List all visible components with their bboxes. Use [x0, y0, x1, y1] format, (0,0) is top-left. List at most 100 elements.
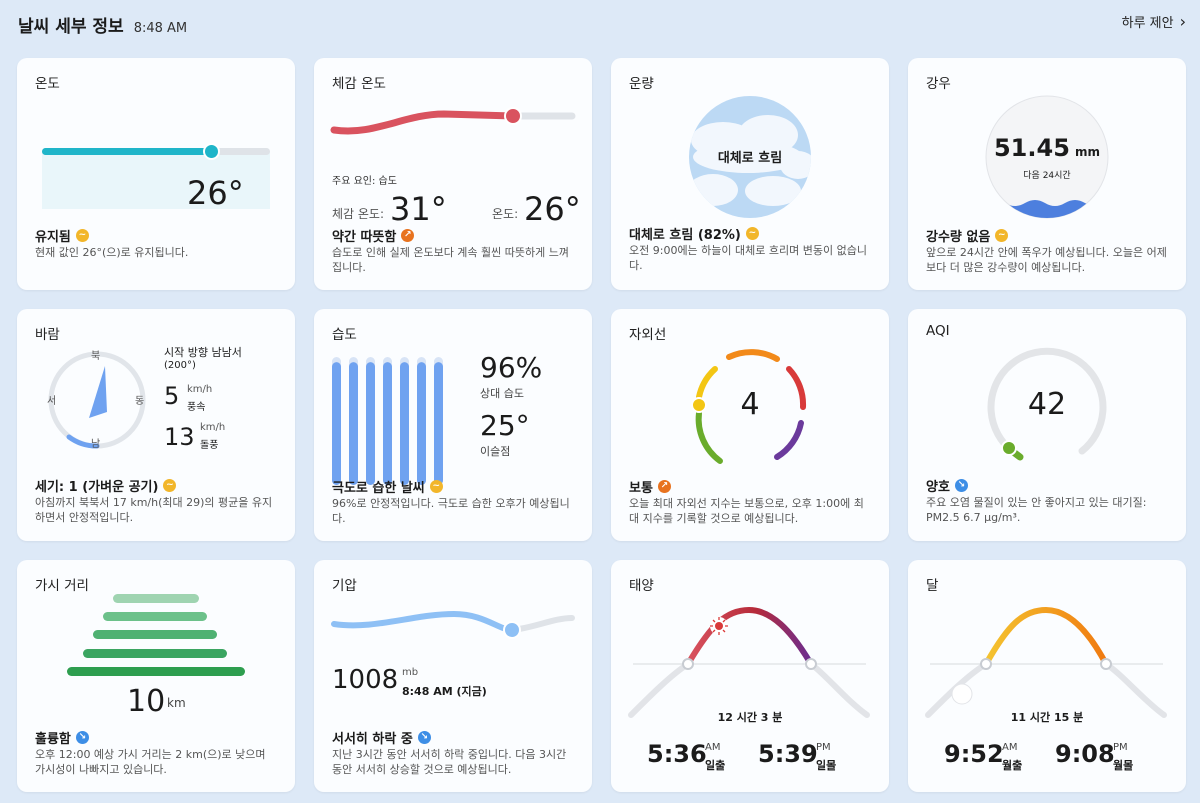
aqi-card[interactable]: AQI 42 양호 ↘ 주요 오염 물질이 있는 안 좋아지고 있는 대기질: … [908, 309, 1186, 541]
sun-title: 태양 [629, 578, 654, 594]
compass-south: 남 [91, 439, 101, 450]
moonset-ampm: PM [1113, 742, 1128, 753]
moonrise-label: 월출 [1002, 759, 1023, 772]
trend-up-icon: ↗ [401, 229, 415, 242]
pressure-status: 서서히 하락 중 ↘ [332, 728, 431, 747]
wind-desc: 아침까지 북북서 17 km/h(최대 29)의 평균을 유지하면서 안정적입니… [35, 496, 273, 524]
rain-title: 강우 [926, 76, 951, 92]
wind-gust: 13 [164, 423, 195, 451]
header: 날씨 세부 정보 8:48 AM [18, 12, 187, 37]
rain-status-label: 강수량 없음 [926, 230, 991, 245]
wind-status: 세기: 1 (가벼운 공기) ~ [35, 476, 177, 495]
cloud-status-label: 대체로 흐림 (82%) [629, 228, 741, 243]
pressure-desc: 지난 3시간 동안 서서히 하락 중입니다. 다음 3시간 동안 서서히 상승할… [332, 748, 567, 776]
uv-status-label: 보통 [629, 481, 653, 496]
sun-card[interactable]: 태양 12 시간 3 분 5:36 AM 일출 5:39 PM 일몰 [611, 560, 889, 792]
daily-suggestion-label: 하루 제안 [1121, 16, 1174, 31]
trend-steady-icon: ~ [745, 227, 759, 240]
uv-value: 4 [740, 387, 760, 422]
trend-steady-icon: ~ [163, 479, 177, 492]
daily-suggestion-link[interactable]: 하루 제안 › [1121, 12, 1186, 32]
sunrise-ampm: AM [705, 742, 721, 753]
wind-gust-unit: km/h [200, 422, 226, 433]
humidity-bar-fill [417, 362, 426, 485]
page-title: 날씨 세부 정보 [18, 17, 124, 37]
rain-card[interactable]: 강우 51.45 mm 다음 24시간 강수량 없음 ~ 앞으로 24시간 안에… [908, 58, 1186, 290]
moonset-time: 9:08 [1055, 740, 1115, 768]
feels-like-label: 체감 온도: [332, 207, 385, 221]
pressure-status-label: 서서히 하락 중 [332, 732, 413, 747]
rain-period: 다음 24시간 [1023, 171, 1071, 181]
cloud-circle-label: 대체로 흐림 [717, 151, 783, 166]
moonrise-ampm: AM [1002, 742, 1018, 753]
feels-like-title: 체감 온도 [332, 76, 386, 92]
pressure-value: 1008 [332, 665, 399, 695]
visibility-card[interactable]: 가시 거리 10 km 훌륭함 ↘ 오후 12:00 예상 가시 거리는 2 k… [17, 560, 295, 792]
feels-like-desc: 습도로 인해 실제 온도보다 계속 훨씬 따뜻하게 느껴집니다. [332, 246, 569, 274]
temperature-slider-knob [203, 143, 220, 160]
moon-duration: 11 시간 15 분 [1010, 711, 1084, 724]
moonrise-time: 9:52 [944, 740, 1004, 768]
temperature-card[interactable]: 온도 26° 유지됨 ~ 현재 값인 26°(으)로 유지됩니다. [17, 58, 295, 290]
temperature-title: 온도 [35, 76, 60, 92]
cloud-status: 대체로 흐림 (82%) ~ [629, 224, 759, 243]
humidity-card[interactable]: 습도 96% 상대 습도 25° 이슬점 극도로 습한 날씨 ~ 96%로 안정… [314, 309, 592, 541]
humidity-bars [332, 357, 443, 485]
sunset-ampm: PM [816, 742, 831, 753]
trend-steady-icon: ~ [75, 229, 89, 242]
feels-like-status-label: 약간 따뜻함 [332, 230, 397, 245]
rain-desc: 앞으로 24시간 안에 폭우가 예상됩니다. 오늘은 어제보다 더 많은 강수량… [926, 246, 1167, 274]
feels-like-factor: 주요 요인: 습도 [332, 176, 397, 187]
sunset-time: 5:39 [758, 740, 818, 768]
uv-desc: 오늘 최대 자외선 지수는 보통으로, 오후 1:00에 최대 지수를 기록할 … [629, 497, 864, 525]
temperature-status-label: 유지됨 [35, 230, 71, 245]
uv-card[interactable]: 자외선 4 보통 ↗ 오늘 최대 자외선 지수는 보통으로, 오후 1:00에 … [611, 309, 889, 541]
visibility-title: 가시 거리 [35, 578, 89, 594]
aqi-status: 양호 ↘ [926, 476, 968, 495]
cloud-cover-title: 운량 [629, 76, 654, 92]
visibility-unit: km [167, 696, 186, 710]
humidity-bar-fill [383, 362, 392, 485]
trend-down-icon: ↘ [954, 479, 968, 492]
rain-amount: 51.45 [993, 134, 1070, 162]
temperature-value: 26° [187, 174, 244, 212]
cloud-cover-card[interactable]: 운량 대체로 흐림 대체로 흐림 (82%) ~ 오전 9:00에는 하늘이 대… [611, 58, 889, 290]
feels-like-value: 31° [390, 190, 447, 228]
moon-path-chart [925, 606, 1167, 718]
pressure-card[interactable]: 기압 1008 mb 8:48 AM (지금) 서서히 하락 중 ↘ 지난 3시… [314, 560, 592, 792]
humidity-value-label: 상대 습도 [480, 387, 524, 400]
pressure-curve [331, 610, 575, 639]
humidity-desc: 96%로 안정적입니다. 극도로 습한 오후가 예상됩니다. [332, 497, 570, 525]
moon-card[interactable]: 달 11 시간 15 분 9:52 AM 월출 9:08 PM 월몰 [908, 560, 1186, 792]
feels-like-card[interactable]: 체감 온도 주요 요인: 습도 체감 온도: 31° 온도: 26° 약간 따뜻… [314, 58, 592, 290]
compass-north: 북 [91, 351, 101, 362]
humidity-value: 96% [480, 351, 543, 384]
rain-unit: mm [1075, 145, 1101, 159]
temperature-desc: 현재 값인 26°(으)로 유지됩니다. [35, 246, 189, 259]
visibility-status-label: 훌륭함 [35, 732, 71, 747]
chevron-right-icon: › [1179, 12, 1186, 31]
trend-down-icon: ↘ [417, 731, 431, 744]
sunrise-time: 5:36 [647, 740, 707, 768]
humidity-bar-fill [434, 362, 443, 485]
wind-title: 바람 [35, 327, 60, 343]
aqi-gauge [987, 347, 1107, 461]
aqi-value: 42 [1027, 387, 1067, 422]
trend-up-icon: ↗ [657, 480, 671, 493]
wind-gust-label: 돌풍 [200, 440, 219, 451]
dew-point-value: 25° [480, 409, 530, 442]
wind-card[interactable]: 바람 북 남 서 동 시작 방향 남남서 (200°) 5 km/h 풍속 13… [17, 309, 295, 541]
humidity-status-label: 극도로 습한 날씨 [332, 481, 425, 496]
wind-speed-unit: km/h [187, 384, 213, 395]
aqi-desc: 주요 오염 물질이 있는 안 좋아지고 있는 대기질: PM2.5 6.7 µg… [926, 496, 1147, 524]
temperature-chart-area [42, 152, 270, 209]
pressure-time: 8:48 AM (지금) [402, 685, 487, 698]
rain-amount-row: 51.45 mm [985, 134, 1109, 162]
trend-down-icon: ↘ [75, 731, 89, 744]
visibility-desc: 오후 12:00 예상 가시 거리는 2 km(으)로 낮으며 가시성이 나빠지… [35, 748, 266, 776]
humidity-bar-fill [332, 362, 341, 485]
moonset-label: 월몰 [1113, 759, 1134, 772]
cloud-icon [689, 96, 811, 218]
uv-gauge [691, 349, 807, 464]
aqi-status-label: 양호 [926, 480, 950, 495]
